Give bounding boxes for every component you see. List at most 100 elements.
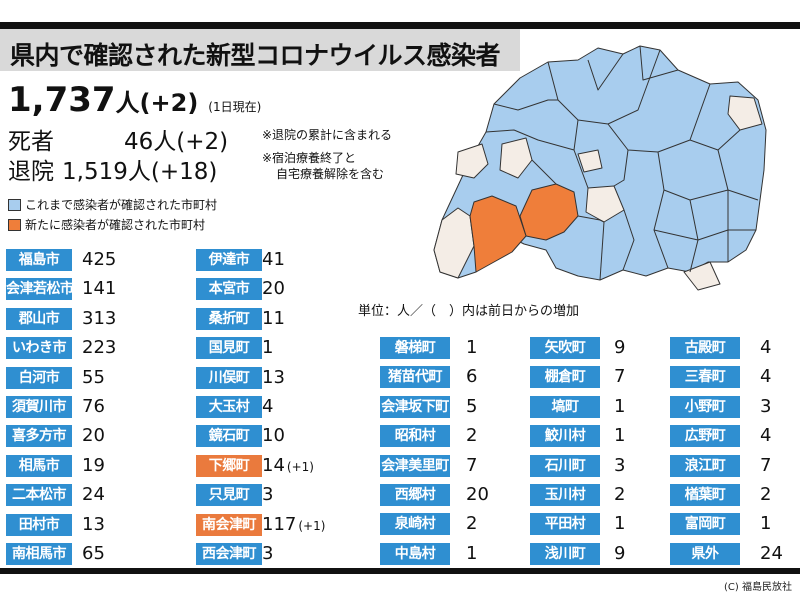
total-change: (+2) — [139, 89, 199, 117]
municipality-count-value: 1 — [262, 337, 274, 358]
page-title: 県内で確認された新型コロナウイルス感染者 — [10, 41, 501, 70]
municipality-name: 県外 — [670, 543, 740, 565]
municipality-count-value: 4 — [760, 425, 772, 446]
municipality-name: 富岡町 — [670, 513, 740, 535]
municipality-count-value: 14 — [262, 455, 285, 476]
municipality-name: 喜多方市 — [6, 425, 72, 447]
municipality-name: 伊達市 — [196, 249, 262, 271]
municipality-count: 2 — [466, 513, 477, 535]
municipality-count-value: 3 — [614, 455, 626, 476]
municipality-count-value: 2 — [466, 425, 478, 446]
municipality-count-value: 20 — [262, 278, 285, 299]
municipality-name: 鮫川村 — [530, 425, 600, 447]
municipality-count: 14 (+1) — [262, 455, 314, 477]
municipality-count-value: 76 — [82, 396, 105, 417]
map-unconfirmed-area — [585, 185, 625, 223]
municipality-name: 西郷村 — [380, 484, 450, 506]
municipality-name: 三春町 — [670, 366, 740, 388]
municipality-count-value: 3 — [262, 484, 274, 505]
municipality-count-value: 2 — [614, 484, 626, 505]
municipality-count: 10 — [262, 425, 285, 447]
municipality-name: 浪江町 — [670, 455, 740, 477]
municipality-name: 桑折町 — [196, 308, 262, 330]
municipality-name: 只見町 — [196, 484, 262, 506]
deaths-change: (+2) — [176, 129, 229, 155]
map-unconfirmed-area — [433, 207, 475, 279]
municipality-count-value: 425 — [82, 249, 117, 270]
municipality-name: 本宮市 — [196, 278, 262, 300]
municipality-count: 4 — [760, 425, 771, 447]
municipality-count: 1 — [466, 543, 477, 565]
municipality-count: 425 — [82, 249, 116, 271]
municipality-name: 猪苗代町 — [380, 366, 450, 388]
municipality-name: 西会津町 — [196, 543, 262, 565]
municipality-name: いわき市 — [6, 337, 72, 359]
municipality-count-value: 7 — [760, 455, 772, 476]
recovered-label: 退院 — [8, 159, 54, 185]
municipality-count-value: 223 — [82, 337, 117, 358]
deaths-label: 死者 — [8, 129, 54, 155]
municipality-name: 玉川村 — [530, 484, 600, 506]
municipality-count: 20 — [262, 278, 285, 300]
municipality-count-value: 10 — [262, 425, 285, 446]
municipality-count: 6 — [466, 366, 477, 388]
municipality-count-value: 1 — [466, 543, 478, 564]
municipality-count: 41 — [262, 249, 285, 271]
municipality-count: 3 — [262, 484, 273, 506]
municipality-count: 20 — [82, 425, 105, 447]
deaths-value: 46 — [124, 129, 154, 155]
municipality-count-value: 2 — [466, 513, 478, 534]
municipality-name: 矢吹町 — [530, 337, 600, 359]
municipality-count: 24 — [82, 484, 105, 506]
map-unconfirmed-area — [455, 143, 489, 179]
municipality-count-value: 24 — [82, 484, 105, 505]
municipality-name: 郡山市 — [6, 308, 72, 330]
municipality-name: 国見町 — [196, 337, 262, 359]
bottom-frame-bar — [0, 568, 800, 574]
municipality-count: 4 — [262, 396, 273, 418]
municipality-name: 古殿町 — [670, 337, 740, 359]
municipality-count: 5 — [466, 396, 477, 418]
unit-note: 単位：人／（ ）内は前日からの増加 — [358, 304, 580, 319]
municipality-name: 塙町 — [530, 396, 600, 418]
municipality-count: 19 — [82, 455, 105, 477]
recovered-unit: 人 — [127, 159, 151, 185]
municipality-increase: (+1) — [286, 460, 314, 474]
municipality-count-value: 4 — [262, 396, 274, 417]
municipality-count: 7 — [614, 366, 625, 388]
municipality-count-value: 7 — [614, 366, 626, 387]
municipality-count: 2 — [466, 425, 477, 447]
municipality-name: 小野町 — [670, 396, 740, 418]
municipality-count: 3 — [614, 455, 625, 477]
map-unconfirmed-area — [683, 261, 721, 291]
municipality-count-value: 55 — [82, 367, 105, 388]
recovered-note-1: ※宿泊療養終了と — [262, 151, 357, 165]
municipality-count-value: 4 — [760, 366, 772, 387]
municipality-name: 鏡石町 — [196, 425, 262, 447]
municipality-count-value: 9 — [614, 543, 626, 564]
total-cases: 1,737人(+2) (1日現在) — [8, 80, 261, 120]
municipality-count: 1 — [614, 396, 625, 418]
municipality-count: 1 — [614, 425, 625, 447]
municipality-count: 2 — [614, 484, 625, 506]
municipality-count: 20 — [466, 484, 489, 506]
municipality-count: 223 — [82, 337, 116, 359]
municipality-count: 3 — [760, 396, 771, 418]
legend-swatch-confirmed — [8, 199, 21, 211]
municipality-name: 広野町 — [670, 425, 740, 447]
recovered-note-2: 自宅療養解除を含む — [276, 167, 385, 181]
recovered-value: 1,519 — [62, 159, 128, 185]
municipality-count: 141 — [82, 278, 116, 300]
municipality-count: 13 — [82, 514, 105, 536]
municipality-name: 白河市 — [6, 367, 72, 389]
municipality-name: 泉崎村 — [380, 513, 450, 535]
legend-confirmed: これまで感染者が確認された市町村 — [8, 196, 217, 213]
municipality-name: 下郷町 — [196, 455, 262, 477]
municipality-count-value: 41 — [262, 249, 285, 270]
municipality-count-value: 24 — [760, 543, 783, 564]
municipality-name: 川俣町 — [196, 367, 262, 389]
municipality-count-value: 1 — [466, 337, 478, 358]
deaths-row: 死者 46人(+2) — [8, 122, 228, 156]
municipality-count: 9 — [614, 337, 625, 359]
legend-new-label: 新たに感染者が確認された市町村 — [25, 218, 206, 232]
